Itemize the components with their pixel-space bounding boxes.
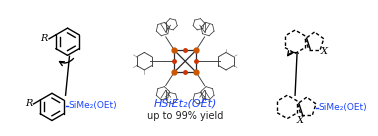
Text: R: R <box>25 99 32 109</box>
Text: SiMe₂(OEt): SiMe₂(OEt) <box>318 103 367 112</box>
Text: up to 99% yield: up to 99% yield <box>147 111 223 121</box>
Text: X: X <box>296 116 304 125</box>
Text: SiMe₂(OEt): SiMe₂(OEt) <box>68 101 117 110</box>
Text: HSiEt₂(OEt): HSiEt₂(OEt) <box>153 99 217 109</box>
Text: R: R <box>40 34 48 43</box>
Text: X: X <box>321 47 328 56</box>
